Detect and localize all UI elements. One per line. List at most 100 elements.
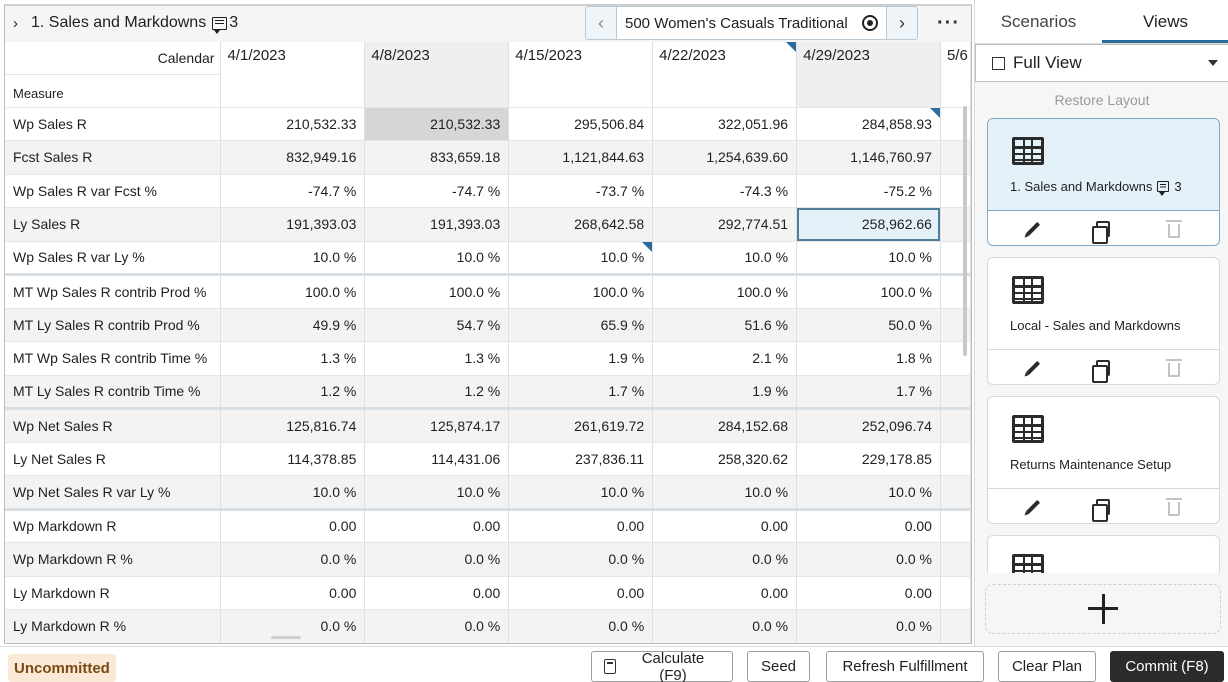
commit-button[interactable]: Commit (F8)	[1110, 651, 1224, 682]
grid-cell[interactable]: 0.0 %	[364, 542, 510, 577]
grid-cell[interactable]: 191,393.03	[220, 207, 366, 242]
grid-cell[interactable]: 237,836.11	[508, 442, 654, 476]
grid-cell[interactable]: 10.0 %	[364, 241, 510, 275]
grid-cell[interactable]: 10.0 %	[796, 241, 941, 275]
grid-cell[interactable]: 0.0 %	[508, 609, 654, 643]
delete-view-button[interactable]	[1154, 493, 1194, 521]
grid-cell[interactable]: 100.0 %	[508, 273, 654, 309]
measure-label[interactable]: Wp Markdown R %	[5, 542, 222, 577]
measure-label[interactable]: MT Ly Sales R contrib Time %	[5, 375, 222, 409]
duplicate-view-button[interactable]	[1083, 354, 1123, 383]
column-header-date[interactable]: 4/22/2023	[652, 42, 798, 108]
measure-label[interactable]: Wp Sales R	[5, 107, 222, 141]
grid-cell[interactable]: -73.7 %	[508, 174, 654, 208]
view-card[interactable]: 1. Sales and Markdowns 3	[987, 118, 1220, 246]
grid-cell[interactable]: 125,874.17	[364, 407, 510, 443]
next-member-button[interactable]: ›	[899, 12, 905, 33]
column-header-date[interactable]: 4/29/2023	[796, 42, 941, 108]
measure-label[interactable]: Ly Markdown R %	[5, 609, 222, 643]
grid-cell[interactable]: 258,962.66	[796, 207, 941, 242]
target-icon[interactable]	[862, 15, 878, 31]
grid-cell[interactable]: 100.0 %	[220, 273, 366, 309]
grid-cell[interactable]: 0.0 %	[796, 542, 941, 577]
grid-cell[interactable]: 0.0 %	[508, 542, 654, 577]
grid-cell[interactable]: 0.00	[652, 507, 798, 543]
delete-view-button[interactable]	[1154, 215, 1194, 243]
restore-layout-link[interactable]: Restore Layout	[1054, 92, 1150, 108]
grid-cell[interactable]: 832,949.16	[220, 140, 366, 175]
grid-cell[interactable]	[940, 576, 971, 610]
grid-cell[interactable]	[940, 475, 971, 510]
grid-cell[interactable]: 100.0 %	[796, 273, 941, 309]
grid-cell[interactable]: 0.00	[796, 576, 941, 610]
grid-cell[interactable]: 10.0 %	[364, 475, 510, 510]
grid-cell[interactable]: 114,378.85	[220, 442, 366, 476]
grid-cell[interactable]: 210,532.33	[364, 107, 510, 141]
grid-cell[interactable]: 0.00	[508, 507, 654, 543]
view-card[interactable]: Local - Sales and Markdowns	[987, 257, 1220, 385]
add-view-button[interactable]	[985, 584, 1221, 634]
grid-cell[interactable]: 1.2 %	[364, 375, 510, 409]
grid-cell[interactable]: 0.00	[220, 576, 366, 610]
measure-label[interactable]: Wp Sales R var Fcst %	[5, 174, 222, 208]
column-header-date[interactable]: 4/15/2023	[508, 42, 654, 108]
tab-scenarios[interactable]: Scenarios	[1000, 12, 1077, 31]
measure-label[interactable]: MT Ly Sales R contrib Prod %	[5, 308, 222, 342]
grid-cell[interactable]: 322,051.96	[652, 107, 798, 141]
clear-plan-button[interactable]: Clear Plan	[998, 651, 1096, 682]
grid-cell[interactable]	[940, 542, 971, 577]
grid-cell[interactable]: 0.0 %	[220, 542, 366, 577]
grid-cell[interactable]: 258,320.62	[652, 442, 798, 476]
grid-cell[interactable]: 125,816.74	[220, 407, 366, 443]
grid-cell[interactable]: 1.9 %	[508, 341, 654, 376]
grid-cell[interactable]: 1.9 %	[652, 375, 798, 409]
measure-label[interactable]: Wp Markdown R	[5, 507, 222, 543]
grid-cell[interactable]: 284,152.68	[652, 407, 798, 443]
grid-cell[interactable]: 10.0 %	[508, 241, 654, 275]
chevron-right-icon[interactable]: ›	[13, 14, 18, 32]
grid-cell[interactable]: 295,506.84	[508, 107, 654, 141]
measure-label[interactable]: Wp Net Sales R	[5, 407, 222, 443]
grid-cell[interactable]: -75.2 %	[796, 174, 941, 208]
grid-cell[interactable]: 0.00	[220, 507, 366, 543]
duplicate-view-button[interactable]	[1083, 493, 1123, 522]
tab-views[interactable]: Views	[1102, 0, 1228, 43]
column-header-date[interactable]: 4/1/2023	[220, 42, 366, 108]
seed-button[interactable]: Seed	[747, 651, 810, 682]
grid-cell[interactable]: 1.3 %	[364, 341, 510, 376]
grid-cell[interactable]: 252,096.74	[796, 407, 941, 443]
chevron-down-icon[interactable]	[1208, 60, 1218, 66]
grid-cell[interactable]	[940, 407, 971, 443]
measure-label[interactable]: Wp Sales R var Ly %	[5, 241, 222, 275]
measure-label[interactable]: Ly Net Sales R	[5, 442, 222, 476]
view-layout-select[interactable]: Full View	[975, 44, 1228, 82]
column-header-date[interactable]: 5/6	[940, 42, 971, 108]
measure-label[interactable]: Ly Markdown R	[5, 576, 222, 610]
grid-cell[interactable]: 0.00	[508, 576, 654, 610]
grid-cell[interactable]: 261,619.72	[508, 407, 654, 443]
grid-cell[interactable]: 0.0 %	[652, 609, 798, 643]
grid-cell[interactable]: 191,393.03	[364, 207, 510, 242]
grid-cell[interactable]: 2.1 %	[652, 341, 798, 376]
notes-count[interactable]: 3	[212, 14, 238, 32]
duplicate-view-button[interactable]	[1083, 215, 1123, 244]
member-selector[interactable]: 500 Women's Casuals Traditional	[616, 7, 887, 39]
grid-cell[interactable]	[940, 507, 971, 543]
grid-cell[interactable]: 10.0 %	[796, 475, 941, 510]
grid-cell[interactable]: 10.0 %	[508, 475, 654, 510]
grid-cell[interactable]: 0.0 %	[796, 609, 941, 643]
edit-view-button[interactable]	[1013, 215, 1053, 243]
previous-member-button[interactable]: ‹	[598, 12, 604, 33]
grid-cell[interactable]: 1.2 %	[220, 375, 366, 409]
grid-cell[interactable]: 50.0 %	[796, 308, 941, 342]
measure-label[interactable]: Fcst Sales R	[5, 140, 222, 175]
grid-cell[interactable]: 54.7 %	[364, 308, 510, 342]
grid-cell[interactable]: 114,431.06	[364, 442, 510, 476]
grid-cell[interactable]	[940, 442, 971, 476]
vertical-scrollbar[interactable]	[963, 106, 967, 356]
measure-label[interactable]: MT Wp Sales R contrib Prod %	[5, 273, 222, 309]
more-options-icon[interactable]: ···	[937, 12, 960, 34]
measure-label[interactable]: MT Wp Sales R contrib Time %	[5, 341, 222, 376]
measure-label[interactable]: Wp Net Sales R var Ly %	[5, 475, 222, 510]
grid-cell[interactable]: 65.9 %	[508, 308, 654, 342]
